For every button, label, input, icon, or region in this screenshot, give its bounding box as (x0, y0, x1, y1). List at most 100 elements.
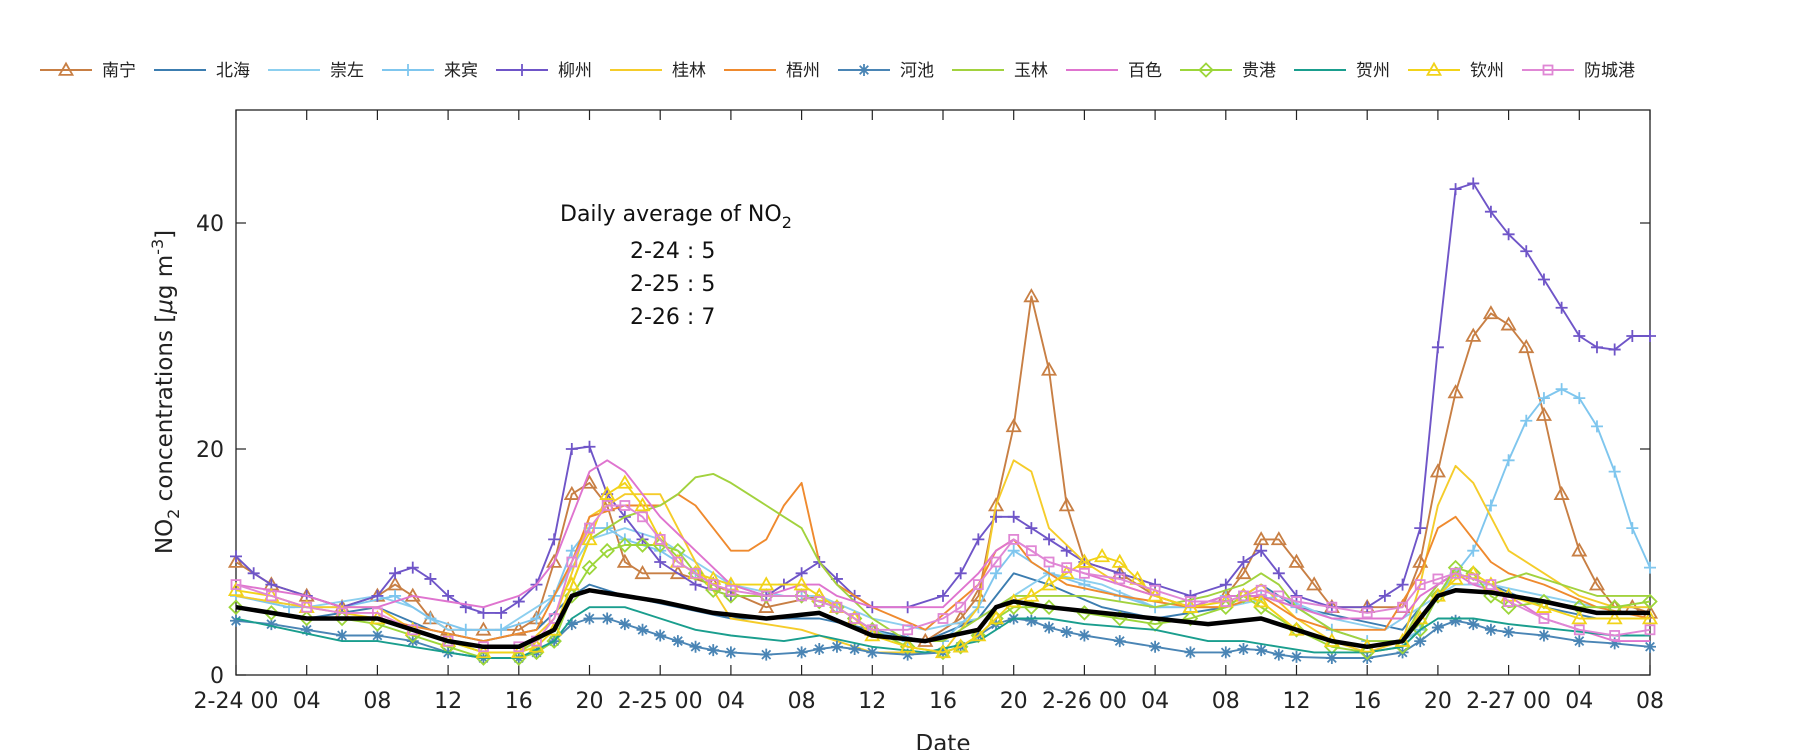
annotation-title: Daily average of NO (560, 202, 782, 227)
series-point-37 (1025, 522, 1038, 535)
series-point-55 (1573, 624, 1585, 636)
series-point-44 (1253, 593, 1270, 608)
legend-label: 柳州 (558, 61, 592, 81)
series-point-33 (1025, 545, 1037, 557)
x-tick-label-12: 2-26 00 (1042, 689, 1127, 714)
series-point-49 (1500, 316, 1517, 331)
series-point-36 (1235, 564, 1252, 580)
series-point-18 (689, 640, 702, 653)
series-point-11 (566, 556, 578, 568)
series-point-51 (1467, 618, 1480, 631)
series-point-21 (760, 590, 772, 602)
series-point-6 (495, 623, 508, 636)
legend-item-3: 来宾 (382, 61, 478, 81)
legend-item-13: 防城港 (1522, 61, 1635, 81)
y-label-sub: 2 (164, 509, 183, 519)
x-tick-label-13: 04 (1141, 689, 1169, 714)
series-point-44 (1359, 644, 1375, 661)
series-point-11 (563, 576, 580, 591)
series-point-53 (1414, 522, 1427, 535)
series-point-55 (1535, 598, 1553, 613)
series-point-36 (1076, 553, 1093, 568)
legend-label: 百色 (1128, 61, 1162, 81)
series-point-30 (970, 627, 987, 642)
legend-label: 来宾 (444, 61, 478, 81)
series-point-52 (1396, 578, 1409, 591)
series-point-27 (1005, 418, 1022, 433)
series-point-47 (1465, 327, 1482, 342)
x-tick-label-1: 04 (293, 689, 321, 714)
series-point-15 (634, 497, 651, 512)
legend-marker (858, 64, 870, 76)
series-point-49 (1431, 621, 1444, 634)
series-point-44 (1290, 650, 1303, 663)
series-point-12 (584, 522, 595, 534)
series-point-48 (1290, 589, 1303, 602)
x-tick-label-11: 20 (1000, 689, 1028, 714)
series-point-41 (1113, 567, 1126, 580)
series-point-26 (866, 646, 879, 659)
series-point-56 (1609, 630, 1621, 641)
legend-label: 南宁 (102, 61, 136, 81)
series-6 (235, 481, 1651, 643)
series-point-38 (1111, 553, 1128, 568)
series-point-51 (1535, 406, 1553, 421)
annotation-title-sub: 2 (782, 213, 792, 232)
x-tick-label-18: 2-27 00 (1466, 689, 1551, 714)
legend-marker (1198, 62, 1214, 78)
data-series (227, 177, 1659, 666)
series-point-1 (283, 601, 296, 614)
series-point-4 (424, 612, 437, 625)
legend-marker (402, 64, 414, 76)
series-point-4 (371, 629, 384, 642)
series-point-28 (934, 644, 952, 659)
x-tick-label-5: 20 (576, 689, 604, 714)
x-tick-label-2: 08 (363, 689, 391, 714)
series-point-22 (793, 576, 810, 591)
legend-item-10: 贵港 (1180, 61, 1276, 81)
x-tick-label-4: 16 (505, 689, 533, 714)
series-point-46 (1255, 544, 1268, 557)
annotation-line-3: 2-26 : 7 (630, 305, 715, 330)
series-point-40 (1306, 576, 1323, 591)
series-point-27 (902, 624, 914, 636)
series-point-7 (406, 561, 419, 574)
series-point-45 (1429, 463, 1446, 478)
series-point-34 (972, 533, 985, 546)
series-point-17 (671, 635, 684, 648)
series-point-48 (1482, 305, 1499, 320)
series-point-50 (1361, 601, 1374, 614)
series-point-56 (1608, 637, 1621, 650)
series-point-49 (1644, 561, 1656, 574)
series-point-41 (1237, 643, 1250, 656)
series-point-25 (848, 643, 861, 656)
series-point-30 (1058, 497, 1075, 512)
series-point-37 (1253, 531, 1270, 546)
series-point-14 (618, 618, 631, 631)
legend-label: 桂林 (672, 61, 706, 81)
series-point-24 (831, 601, 843, 613)
series-point-5 (459, 623, 472, 636)
series-point-43 (1272, 648, 1285, 661)
series-point-32 (1008, 534, 1020, 545)
series-point-12 (546, 553, 563, 568)
legend-item-0: 南宁 (40, 61, 136, 81)
series-point-0 (230, 550, 242, 563)
series-point-45 (1394, 638, 1411, 655)
legend-item-9: 百色 (1066, 61, 1162, 81)
legend-marker (516, 64, 528, 76)
svg-text:Daily average of NO2: Daily average of NO2 (560, 202, 792, 232)
y-axis-label: NO2 concentrations [μg m-3] (148, 230, 183, 554)
series-point-46 (1361, 607, 1373, 619)
series-point-25 (970, 587, 987, 602)
series-line (235, 459, 1650, 654)
series-point-8 (424, 572, 437, 585)
x-tick-label-3: 12 (434, 689, 462, 714)
series-point-19 (707, 579, 719, 590)
x-tick-label-16: 16 (1353, 689, 1381, 714)
series-point-52 (1485, 579, 1497, 590)
series-point-55 (1573, 635, 1586, 648)
series-point-56 (1467, 177, 1480, 190)
